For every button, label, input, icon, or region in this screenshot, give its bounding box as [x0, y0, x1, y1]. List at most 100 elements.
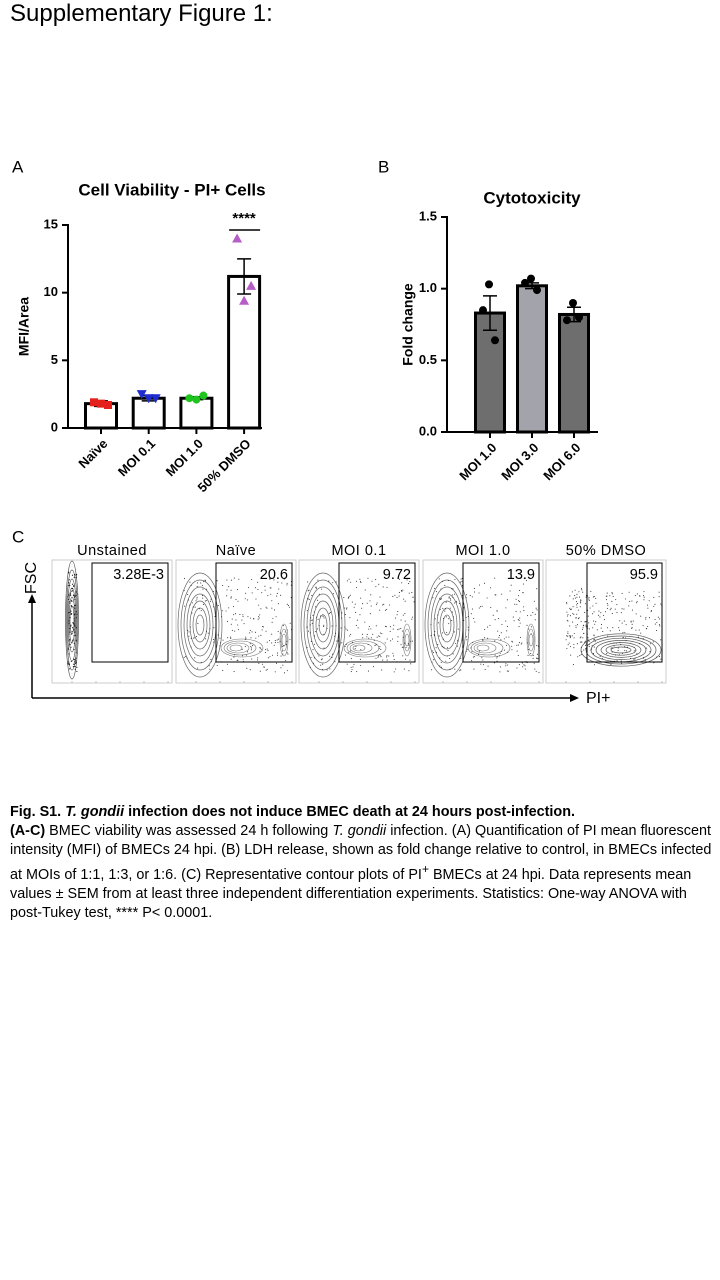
cell-dot	[659, 625, 661, 627]
caption-heading-italic: T. gondii	[65, 804, 125, 820]
cell-dot	[444, 584, 446, 586]
cell-dot	[389, 630, 391, 632]
cell-dot	[286, 584, 288, 586]
cell-dot	[655, 656, 657, 658]
cell-dot	[341, 642, 343, 644]
plot-title: Unstained	[77, 543, 147, 559]
cell-dot	[70, 624, 72, 626]
cell-dot	[70, 646, 72, 648]
cell-dot	[258, 617, 260, 619]
cell-dot	[532, 657, 534, 659]
cell-dot	[280, 655, 282, 657]
cell-dot	[346, 663, 348, 665]
cell-dot	[75, 652, 77, 654]
cell-dot	[318, 625, 320, 627]
cell-dot	[624, 649, 626, 651]
cell-dot	[368, 628, 370, 630]
cell-dot	[351, 668, 353, 671]
cell-dot	[522, 591, 524, 594]
cell-dot	[68, 612, 70, 614]
cell-dot	[251, 592, 253, 594]
cell-dot	[190, 584, 192, 587]
y-tick-label: 5	[51, 352, 58, 367]
cell-dot	[400, 627, 402, 629]
cell-dot	[283, 578, 285, 580]
data-point	[575, 313, 583, 322]
cell-dot	[188, 631, 190, 633]
cell-dot	[527, 642, 529, 644]
cell-dot	[490, 606, 492, 609]
cell-dot	[448, 596, 450, 598]
cell-dot	[512, 616, 514, 618]
cell-dot	[73, 658, 75, 660]
cell-dot	[221, 616, 223, 618]
error-bar	[483, 295, 497, 331]
cell-dot	[226, 663, 229, 665]
cell-dot	[404, 600, 406, 602]
cell-dot	[604, 611, 607, 613]
cell-dot	[217, 634, 219, 636]
cell-dot	[76, 593, 78, 595]
cell-dot	[606, 592, 608, 594]
cell-dot	[449, 598, 451, 600]
cell-dot	[349, 617, 351, 619]
cell-dot	[370, 637, 372, 639]
cell-dot	[375, 604, 377, 606]
cell-dot	[69, 593, 71, 595]
cell-dot	[245, 654, 247, 656]
cell-dot	[313, 635, 316, 637]
cell-dot	[402, 655, 404, 657]
cell-dot	[430, 635, 432, 637]
cell-dot	[614, 608, 616, 610]
cell-dot	[323, 625, 325, 628]
cell-dot	[447, 579, 449, 582]
plot-title: Naïve	[216, 543, 256, 559]
cell-dot	[465, 597, 467, 599]
cell-dot	[452, 616, 455, 618]
cell-dot	[359, 581, 362, 583]
cell-dot	[569, 607, 571, 609]
cell-dot	[355, 580, 357, 582]
contour	[280, 628, 288, 652]
cell-dot	[522, 666, 524, 668]
cell-dot	[308, 589, 310, 591]
cell-dot	[271, 642, 273, 644]
cell-dot	[74, 665, 76, 668]
cell-dot	[355, 624, 357, 627]
cell-dot	[356, 671, 358, 673]
cell-dot	[409, 659, 411, 661]
cell-dot	[643, 591, 645, 593]
cell-dot	[434, 631, 436, 633]
cell-dot	[280, 594, 282, 596]
cell-dot	[277, 630, 279, 633]
cell-dot	[344, 654, 346, 656]
cell-dot	[275, 662, 278, 664]
cell-dot	[69, 638, 71, 641]
cell-dot	[73, 648, 75, 651]
cell-dot	[655, 630, 658, 632]
cell-dot	[534, 613, 536, 615]
cell-dot	[451, 620, 453, 622]
cell-dot	[587, 615, 589, 617]
cell-dot	[184, 605, 186, 607]
cell-dot	[611, 592, 613, 594]
contour	[600, 642, 642, 658]
cell-dot	[226, 589, 228, 591]
cell-dot	[227, 620, 229, 623]
cell-dot	[71, 590, 73, 592]
cell-dot	[465, 616, 467, 619]
cell-dot	[68, 579, 70, 581]
data-point	[563, 316, 571, 325]
cell-dot	[498, 637, 500, 639]
cell-dot	[233, 577, 235, 579]
cell-dot	[624, 598, 627, 600]
cell-dot	[366, 636, 368, 638]
cell-dot	[444, 608, 447, 610]
cell-dot	[75, 575, 77, 577]
cell-dot	[431, 669, 433, 671]
data-point	[104, 400, 112, 409]
cell-dot	[69, 643, 71, 645]
error-bar	[237, 258, 252, 295]
cell-dot	[204, 600, 206, 602]
cell-dot	[492, 614, 494, 616]
